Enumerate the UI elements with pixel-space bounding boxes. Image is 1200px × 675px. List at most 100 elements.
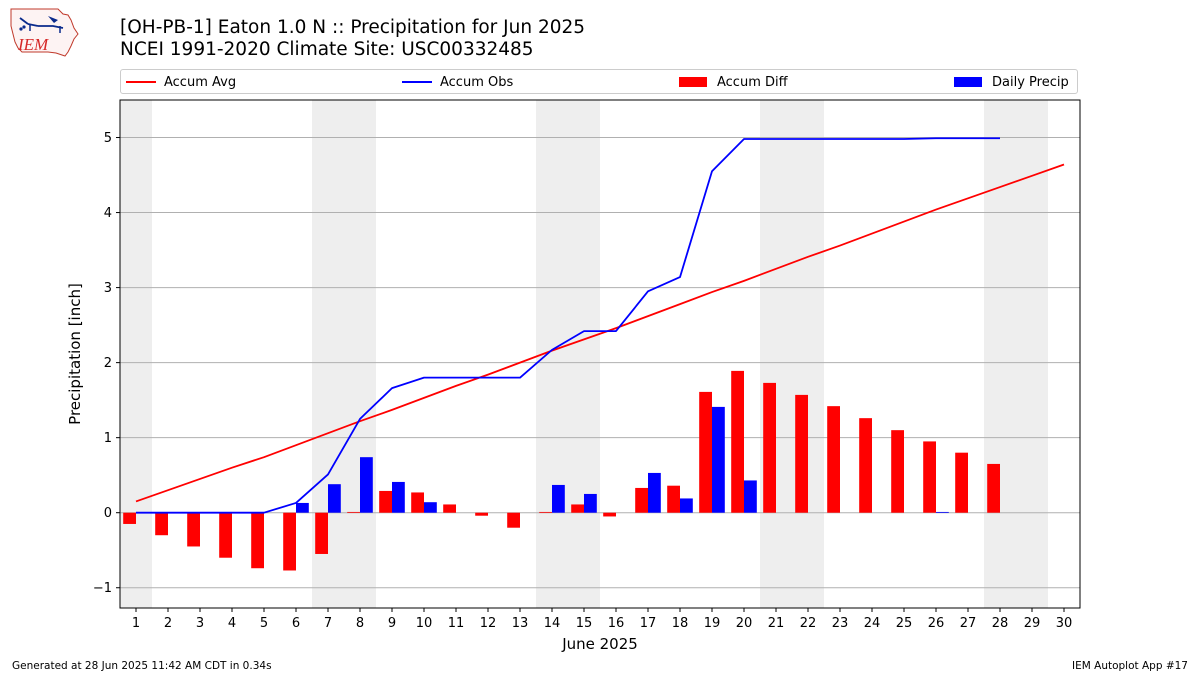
accum-diff-bar <box>603 512 616 517</box>
daily-precip-bar <box>712 406 725 513</box>
accum-diff-bar <box>443 504 456 513</box>
daily-precip-bar <box>328 484 341 513</box>
daily-precip-bar <box>552 484 565 513</box>
daily-precip-bar <box>584 493 597 513</box>
daily-precip-bar <box>424 502 437 513</box>
legend-label: Accum Obs <box>440 74 514 90</box>
daily-precip-bar <box>744 480 757 513</box>
x-tick-label: 22 <box>800 616 817 631</box>
chart-subtitle: NCEI 1991-2020 Climate Site: USC00332485 <box>120 39 534 60</box>
x-tick-label: 10 <box>416 616 433 631</box>
x-tick-label: 26 <box>928 616 945 631</box>
accum-diff-bar <box>155 512 168 536</box>
accum-diff-bar <box>731 370 744 513</box>
weekend-shade <box>536 100 600 608</box>
x-tick-label: 16 <box>608 616 625 631</box>
accum-obs-line <box>136 137 1000 514</box>
y-tick-label: 2 <box>104 356 112 371</box>
x-tick-label: 8 <box>356 616 364 631</box>
legend-patch-red <box>679 77 707 87</box>
accum-diff-bar <box>347 511 360 513</box>
logo-text: IEM <box>17 35 49 54</box>
x-tick-label: 11 <box>448 616 465 631</box>
accum-diff-bar <box>763 382 776 513</box>
accum-diff-bar <box>251 512 264 569</box>
legend-accum-obs: Accum Obs <box>402 74 513 90</box>
accum-diff-bar <box>955 452 968 513</box>
x-tick-label: 14 <box>544 616 561 631</box>
accum-diff-bar <box>667 485 680 513</box>
x-tick-label: 30 <box>1056 616 1073 631</box>
accum-diff-bar <box>219 512 232 558</box>
daily-precip-bar <box>680 498 693 513</box>
x-tick-label: 9 <box>388 616 396 631</box>
accum-diff-bar <box>507 512 520 528</box>
x-tick-label: 18 <box>672 616 689 631</box>
accum-diff-bar <box>283 512 296 571</box>
y-tick-label: 0 <box>104 506 112 521</box>
footer-app: IEM Autoplot App #17 <box>1072 660 1188 672</box>
x-tick-label: 7 <box>324 616 332 631</box>
accum-diff-bar <box>379 490 392 513</box>
accum-diff-bar <box>891 430 904 513</box>
accum-diff-bar <box>539 511 552 513</box>
x-tick-label: 17 <box>640 616 657 631</box>
x-tick-label: 27 <box>960 616 977 631</box>
x-tick-label: 2 <box>164 616 172 631</box>
accum-avg-line <box>135 163 1065 503</box>
accum-diff-bar <box>795 394 808 513</box>
legend-label: Accum Avg <box>164 74 237 90</box>
accum-diff-bar <box>827 406 840 513</box>
legend-label: Accum Diff <box>717 74 788 90</box>
accum-diff-bar <box>475 512 488 516</box>
x-tick-label: 15 <box>576 616 593 631</box>
y-tick-label: 1 <box>104 431 112 446</box>
weekend-shade <box>120 100 152 608</box>
accum-diff-bar <box>923 441 936 513</box>
daily-precip-bar <box>296 502 309 513</box>
accum-diff-bar <box>987 463 1000 513</box>
accum-diff-bar <box>315 512 328 554</box>
accum-diff-bar <box>123 512 136 524</box>
y-axis-label: Precipitation [inch] <box>66 283 84 425</box>
y-tick-label: 3 <box>104 281 112 296</box>
plot-frame <box>119 99 1081 609</box>
daily-precip-bar <box>360 457 373 513</box>
accum-diff-bar <box>411 492 424 513</box>
x-tick-label: 28 <box>992 616 1009 631</box>
chart-title: [OH-PB-1] Eaton 1.0 N :: Precipitation f… <box>120 17 586 38</box>
legend-accum-diff: Accum Diff <box>679 74 788 90</box>
footer-generated: Generated at 28 Jun 2025 11:42 AM CDT in… <box>12 660 272 672</box>
accum-diff-bar <box>859 418 872 513</box>
x-tick-label: 4 <box>228 616 236 631</box>
accum-diff-bar <box>187 512 200 547</box>
x-tick-label: 13 <box>512 616 529 631</box>
x-tick-label: 12 <box>480 616 497 631</box>
x-tick-label: 19 <box>704 616 721 631</box>
legend-line-blue <box>402 81 432 83</box>
x-tick-label: 5 <box>260 616 268 631</box>
y-tick-label: −1 <box>93 581 112 596</box>
x-tick-label: 23 <box>832 616 849 631</box>
y-tick-label: 4 <box>104 206 112 221</box>
legend-label: Daily Precip <box>992 74 1069 90</box>
x-tick-label: 24 <box>864 616 881 631</box>
x-axis-label: June 2025 <box>561 635 638 653</box>
x-tick-label: 21 <box>768 616 785 631</box>
daily-precip-bar <box>936 511 949 513</box>
weekend-shade <box>984 100 1048 608</box>
chart-legend: Accum Avg Accum Obs Accum Diff Daily Pre… <box>120 69 1078 94</box>
x-tick-label: 6 <box>292 616 300 631</box>
legend-accum-avg: Accum Avg <box>126 74 236 90</box>
accum-diff-bar <box>635 487 648 513</box>
iem-logo: IEM <box>10 8 79 57</box>
y-tick-label: 5 <box>104 131 112 146</box>
x-tick-label: 3 <box>196 616 204 631</box>
legend-line-red <box>126 81 156 83</box>
x-tick-label: 25 <box>896 616 913 631</box>
weekend-shade <box>760 100 824 608</box>
x-tick-label: 20 <box>736 616 753 631</box>
legend-daily-precip: Daily Precip <box>954 74 1069 90</box>
x-tick-label: 29 <box>1024 616 1041 631</box>
